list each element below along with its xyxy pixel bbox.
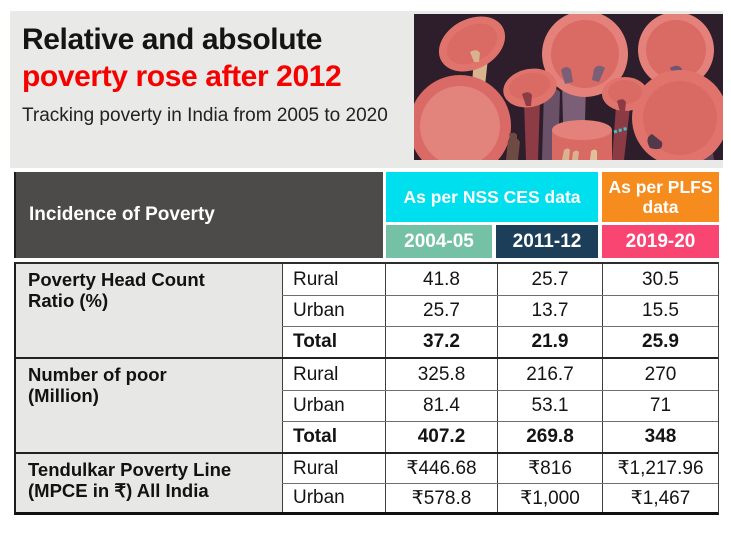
table-row: Rural 41.8 25.7 30.5 xyxy=(282,264,718,295)
table-header: Incidence of Poverty As per NSS CES data… xyxy=(14,172,719,262)
table-group-number-of-poor: Number of poor (Million) Rural 325.8 216… xyxy=(16,357,718,452)
corner-header-cell: Incidence of Poverty xyxy=(14,172,383,258)
value-cell: 71 xyxy=(602,391,718,421)
column-group-plfs: As per PLFS data xyxy=(602,172,719,222)
page-subtitle: Tracking poverty in India from 2005 to 2… xyxy=(22,105,388,126)
table-row-total: Total 407.2 269.8 348 xyxy=(282,421,718,452)
page-title-line-2: poverty rose after 2012 xyxy=(22,60,342,93)
group-rows: Rural 325.8 216.7 270 Urban 81.4 53.1 71… xyxy=(282,359,718,452)
value-cell: 216.7 xyxy=(497,359,602,390)
row-label-cell: Total xyxy=(282,327,385,357)
value-cell: ₹1,467 xyxy=(602,484,718,512)
page-title-line-1: Relative and absolute xyxy=(22,23,323,56)
table-row: Rural ₹446.68 ₹816 ₹1,217.96 xyxy=(282,454,718,483)
row-label-cell: Rural xyxy=(282,264,385,295)
value-cell: 53.1 xyxy=(497,391,602,421)
value-cell: ₹446.68 xyxy=(385,454,497,483)
value-cell: 269.8 xyxy=(497,422,602,452)
value-cell: 25.9 xyxy=(602,327,718,357)
year-header-2011-12: 2011-12 xyxy=(496,225,598,258)
poverty-table: Incidence of Poverty As per NSS CES data… xyxy=(14,172,719,515)
value-cell: 270 xyxy=(602,359,718,390)
row-label-cell: Total xyxy=(282,422,385,452)
value-cell: ₹578.8 xyxy=(385,484,497,512)
group-rows: Rural 41.8 25.7 30.5 Urban 25.7 13.7 15.… xyxy=(282,264,718,357)
year-header-2004-05: 2004-05 xyxy=(386,225,492,258)
value-cell: 25.7 xyxy=(385,296,497,326)
value-cell: ₹1,000 xyxy=(497,484,602,512)
value-cell: 15.5 xyxy=(602,296,718,326)
year-header-2019-20: 2019-20 xyxy=(602,225,719,258)
column-group-nss-ces: As per NSS CES data xyxy=(386,172,598,222)
table-row-total: Total 37.2 21.9 25.9 xyxy=(282,326,718,357)
table-group-tendulkar-poverty-line: Tendulkar Poverty Line (MPCE in ₹) All I… xyxy=(16,452,718,512)
value-cell: 81.4 xyxy=(385,391,497,421)
value-cell: 21.9 xyxy=(497,327,602,357)
table-row: Urban 81.4 53.1 71 xyxy=(282,390,718,421)
group-label-cell: Tendulkar Poverty Line (MPCE in ₹) All I… xyxy=(16,454,282,512)
value-cell: ₹816 xyxy=(497,454,602,483)
table-row: Urban 25.7 13.7 15.5 xyxy=(282,295,718,326)
value-cell: 407.2 xyxy=(385,422,497,452)
row-label-cell: Urban xyxy=(282,391,385,421)
value-cell: 41.8 xyxy=(385,264,497,295)
row-label-cell: Rural xyxy=(282,359,385,390)
value-cell: 37.2 xyxy=(385,327,497,357)
header-banner: Relative and absolute poverty rose after… xyxy=(10,11,723,168)
table-body: Poverty Head Count Ratio (%) Rural 41.8 … xyxy=(14,262,719,515)
group-label-cell: Number of poor (Million) xyxy=(16,359,282,452)
row-label-cell: Urban xyxy=(282,296,385,326)
value-cell: 13.7 xyxy=(497,296,602,326)
group-rows: Rural ₹446.68 ₹816 ₹1,217.96 Urban ₹578.… xyxy=(282,454,718,512)
value-cell: 30.5 xyxy=(602,264,718,295)
group-label-cell: Poverty Head Count Ratio (%) xyxy=(16,264,282,357)
table-row: Rural 325.8 216.7 270 xyxy=(282,359,718,390)
value-cell: 325.8 xyxy=(385,359,497,390)
value-cell: 348 xyxy=(602,422,718,452)
raised-hands-plates-illustration xyxy=(414,14,723,160)
value-cell: 25.7 xyxy=(497,264,602,295)
row-label-cell: Rural xyxy=(282,454,385,483)
title-block: Relative and absolute poverty rose after… xyxy=(22,21,412,128)
value-cell: ₹1,217.96 xyxy=(602,454,718,483)
table-row: Urban ₹578.8 ₹1,000 ₹1,467 xyxy=(282,483,718,512)
table-group-head-count-ratio: Poverty Head Count Ratio (%) Rural 41.8 … xyxy=(16,264,718,357)
row-label-cell: Urban xyxy=(282,484,385,512)
